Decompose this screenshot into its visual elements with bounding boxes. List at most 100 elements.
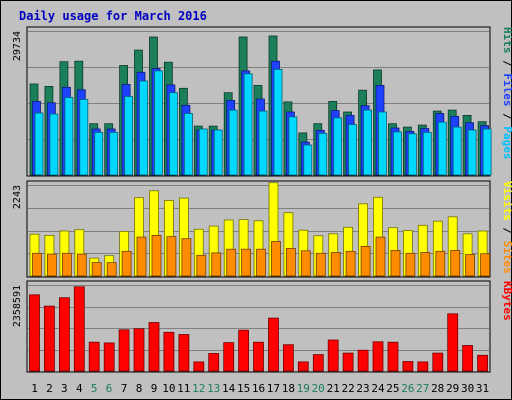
bar-pages-day-2 (49, 113, 59, 176)
x-tick-label: 6 (106, 382, 113, 395)
bar-sites-day-14 (226, 248, 237, 277)
bar-kbytes-day-22 (342, 352, 354, 372)
chart-panels: 29734 Hits / Files / Pages 2243 Visits / Si… (12, 26, 512, 373)
bar-pages-day-30 (467, 129, 477, 176)
x-tick-label: 27 (416, 382, 429, 395)
series-bars (29, 286, 489, 372)
axis-label-pages: Pages (501, 126, 512, 159)
series-bars (29, 182, 491, 277)
x-tick-label: 21 (327, 382, 340, 395)
bar-pages-day-16 (258, 110, 268, 176)
bar-pages-day-29 (452, 126, 462, 176)
bar-pages-day-23 (363, 109, 373, 176)
bar-kbytes-day-10 (163, 331, 175, 372)
x-tick-label: 12 (192, 382, 205, 395)
bar-sites-day-19 (300, 250, 311, 277)
bar-sites-day-25 (390, 249, 401, 277)
bar-pages-day-14 (228, 109, 238, 176)
bar-pages-day-27 (422, 131, 432, 176)
panel-legend: Visits / Sites (501, 181, 512, 274)
bar-kbytes-day-13 (208, 353, 220, 372)
bar-kbytes-day-5 (88, 341, 100, 372)
bar-sites-day-18 (285, 247, 296, 277)
bar-kbytes-day-7 (118, 329, 130, 372)
bar-sites-day-15 (241, 248, 252, 277)
axis-label-files: Files (501, 73, 512, 106)
bar-kbytes-day-20 (312, 354, 324, 372)
x-tick-label: 8 (136, 382, 143, 395)
bar-pages-day-13 (213, 129, 223, 176)
bar-kbytes-day-1 (29, 294, 40, 372)
x-tick-label: 31 (476, 382, 489, 395)
panel-axis-labels: Visits / Sites (501, 181, 512, 274)
x-tick-label: 1 (31, 382, 38, 395)
bar-kbytes-day-4 (73, 286, 85, 372)
x-tick-label: 4 (76, 382, 83, 395)
bar-sites-day-23 (360, 245, 371, 277)
bar-kbytes-day-16 (253, 341, 264, 372)
bar-kbytes-day-8 (133, 328, 145, 372)
bar-sites-day-16 (256, 248, 266, 277)
x-tick-label: 9 (151, 382, 158, 395)
axis-label-kbytes: KBytes (501, 281, 512, 321)
x-tick-label: 23 (356, 382, 369, 395)
bar-kbytes-day-12 (193, 361, 205, 372)
x-tick-label: 30 (461, 382, 474, 395)
bar-kbytes-day-21 (327, 339, 339, 372)
x-tick-label: 19 (297, 382, 310, 395)
bar-sites-day-8 (136, 236, 147, 277)
bar-sites-day-4 (76, 253, 87, 277)
bar-pages-day-9 (154, 70, 163, 176)
bar-sites-day-26 (405, 252, 416, 277)
x-tick-label: 29 (446, 382, 459, 395)
x-tick-label: 7 (121, 382, 128, 395)
bar-pages-day-19 (303, 144, 313, 176)
bar-sites-day-20 (315, 252, 326, 277)
bar-pages-day-24 (378, 111, 387, 176)
panel-kbytes: 2358591 KBytes (12, 280, 512, 373)
bar-pages-day-20 (318, 132, 328, 176)
chart-title: Daily usage for March 2016 (19, 9, 207, 23)
bar-sites-day-31 (480, 253, 491, 277)
bar-kbytes-day-14 (223, 342, 235, 372)
bar-kbytes-day-23 (357, 349, 369, 372)
x-tick-label: 17 (267, 382, 280, 395)
bar-kbytes-day-25 (387, 341, 399, 372)
x-tick-label: 24 (371, 382, 385, 395)
bar-sites-day-11 (181, 238, 192, 277)
bar-pages-day-5 (94, 131, 104, 176)
bar-pages-day-11 (183, 113, 193, 176)
x-tick-label: 18 (282, 382, 295, 395)
bar-pages-day-31 (482, 128, 492, 176)
bar-kbytes-day-19 (297, 361, 309, 372)
bar-kbytes-day-27 (417, 361, 429, 372)
x-tick-label: 26 (401, 382, 414, 395)
bar-sites-day-27 (420, 252, 431, 277)
bar-kbytes-day-29 (447, 313, 459, 372)
bar-pages-day-21 (333, 117, 343, 176)
bar-sites-day-12 (196, 254, 207, 277)
bar-sites-day-29 (450, 249, 461, 277)
bar-pages-day-1 (34, 112, 44, 176)
bar-pages-day-28 (437, 121, 447, 176)
bar-sites-day-21 (330, 252, 341, 277)
bar-sites-day-22 (345, 250, 356, 277)
x-axis-labels: 1 2 3 4 5 6 7 8 9 10 11 12 13 14 15 16 17 18 19 20 21 22 23 24 2… (31, 382, 489, 395)
panel-legend: KBytes (501, 281, 512, 321)
x-tick-label: 28 (431, 382, 444, 395)
bar-pages-day-3 (64, 97, 74, 176)
x-tick-label: 13 (207, 382, 220, 395)
bar-pages-day-25 (393, 131, 402, 176)
bar-kbytes-day-9 (148, 322, 160, 372)
bar-sites-day-3 (62, 252, 72, 277)
bar-pages-day-7 (124, 96, 133, 176)
bar-sites-day-17 (271, 241, 281, 277)
x-tick-label: 15 (237, 382, 250, 395)
x-tick-label: 2 (46, 382, 53, 395)
axis-label-sites: Sites (501, 241, 512, 274)
series-bars (29, 35, 492, 176)
bar-kbytes-day-17 (268, 317, 279, 372)
bar-pages-day-10 (168, 92, 178, 176)
